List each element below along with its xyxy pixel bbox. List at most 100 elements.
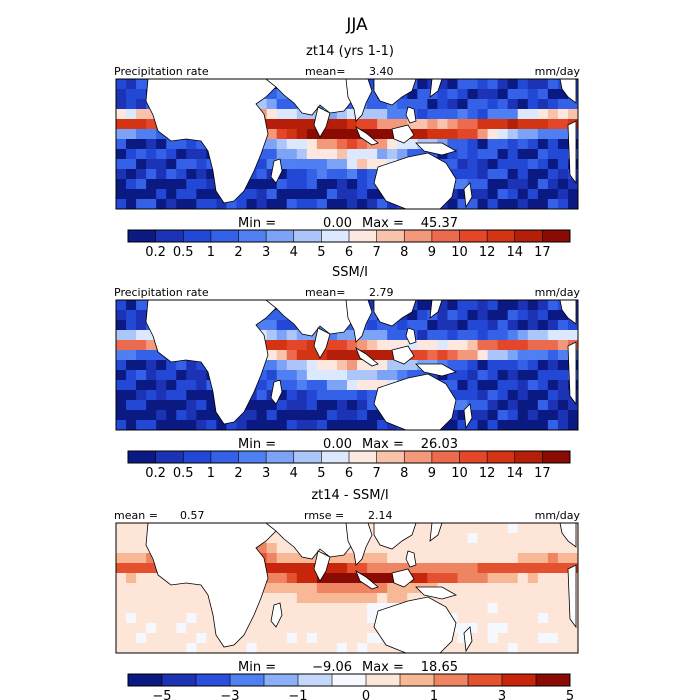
map-cell — [126, 380, 137, 391]
map-cell — [447, 300, 458, 311]
map-cell — [487, 179, 499, 190]
map-cell — [387, 360, 398, 371]
map-cell — [457, 199, 469, 210]
map-cell — [226, 643, 238, 654]
map-cell — [276, 149, 288, 160]
map-cell — [567, 623, 579, 634]
map-cell — [377, 553, 388, 564]
land-mask — [345, 78, 373, 122]
map-cell — [296, 563, 308, 574]
map-cell — [286, 613, 298, 624]
map-cell — [156, 573, 167, 584]
map-cell — [256, 603, 268, 614]
map-cell — [276, 139, 288, 150]
map-cell — [176, 189, 187, 200]
map-cell — [116, 330, 127, 341]
colorbar-swatch — [266, 451, 295, 463]
map-cell — [467, 189, 479, 200]
map-cell — [567, 643, 579, 654]
map-cell — [306, 350, 318, 361]
map-cell — [517, 400, 529, 411]
map-cell — [176, 380, 187, 391]
map-cell — [296, 603, 308, 614]
map-cell — [377, 119, 388, 130]
map-cell — [447, 149, 458, 160]
map-cell — [527, 410, 539, 421]
max-value: 45.37 — [421, 216, 458, 231]
map-cell — [527, 523, 539, 534]
map-cell — [146, 129, 157, 140]
map-cell — [477, 139, 489, 150]
land-mask — [463, 626, 473, 653]
map-cell — [417, 330, 428, 341]
map-cell — [547, 139, 559, 150]
map-cell — [266, 129, 278, 140]
map-cell — [276, 420, 288, 431]
map-cell — [457, 320, 469, 331]
map-cell — [467, 139, 479, 150]
map-cell — [507, 563, 519, 574]
map-cell — [296, 179, 308, 190]
map-cell — [176, 179, 187, 190]
map-cell — [286, 563, 298, 574]
map-cell — [116, 179, 127, 190]
map-cell — [547, 99, 559, 110]
map-cell — [377, 543, 388, 554]
map-cell — [276, 563, 288, 574]
map-cell — [547, 149, 559, 160]
map-cell — [477, 543, 489, 554]
map-cell — [467, 410, 479, 421]
map-cell — [487, 420, 499, 431]
map-cell — [387, 420, 398, 431]
map-cell — [457, 79, 469, 90]
map-cell — [316, 380, 328, 391]
map-cell — [427, 149, 438, 160]
map-cell — [136, 533, 147, 544]
map-cell — [336, 370, 348, 381]
map-cell — [156, 613, 167, 624]
map-cell — [336, 410, 348, 421]
map-cell — [276, 410, 288, 421]
map-cell — [447, 89, 458, 100]
colorbar-tick-label: 9 — [428, 245, 436, 260]
map-cell — [276, 583, 288, 594]
map-cell — [377, 370, 388, 381]
map-cell — [347, 390, 358, 401]
map-cell — [276, 593, 288, 604]
colorbar-swatch — [536, 674, 571, 686]
map-cell — [417, 350, 428, 361]
map-cell — [437, 533, 448, 544]
map-cell — [276, 179, 288, 190]
land-mask — [373, 152, 457, 210]
map-cell — [537, 169, 549, 180]
map-cell — [547, 420, 559, 431]
map-cell — [447, 129, 458, 140]
map-cell — [216, 199, 227, 210]
map-cell — [397, 553, 408, 564]
map-cell — [527, 149, 539, 160]
colorbar-swatch — [266, 230, 295, 242]
map-cell — [266, 400, 278, 411]
map-cell — [387, 139, 398, 150]
colorbar-swatch — [128, 451, 156, 463]
map-cell — [467, 390, 479, 401]
map-cell — [367, 340, 378, 351]
map-cell — [336, 573, 348, 584]
map-cell — [146, 149, 157, 160]
map-cell — [347, 563, 358, 574]
map-cell — [316, 169, 328, 180]
map-cell — [467, 583, 479, 594]
map-cell — [266, 593, 278, 604]
map-cell — [276, 400, 288, 411]
map-cell — [266, 563, 278, 574]
map-cell — [266, 340, 278, 351]
map-cell — [196, 603, 207, 614]
map-cell — [557, 109, 569, 120]
map-cell — [397, 543, 408, 554]
map-cell — [407, 593, 418, 604]
map-cell — [347, 340, 358, 351]
map-cell — [296, 400, 308, 411]
map-cell — [156, 623, 167, 634]
map-cell — [457, 119, 469, 130]
map-cell — [417, 79, 428, 90]
